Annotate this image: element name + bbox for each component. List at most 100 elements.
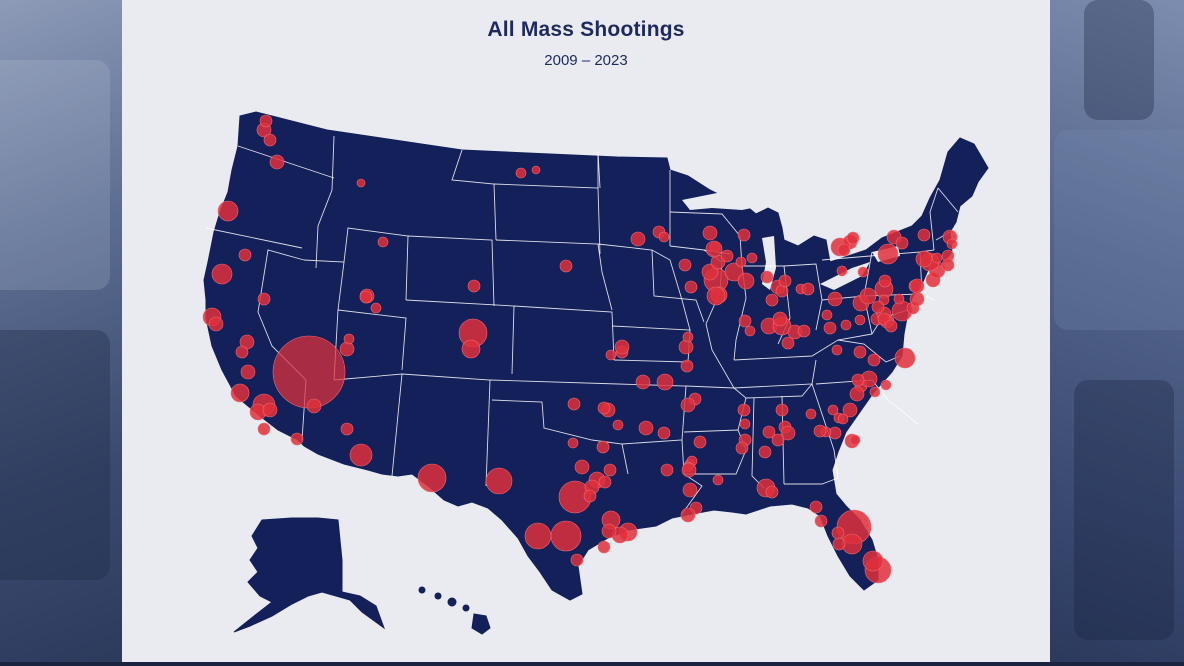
shooting-marker (531, 165, 541, 175)
shooting-marker (893, 293, 905, 305)
shooting-marker (678, 258, 692, 272)
shooting-marker (684, 280, 698, 294)
shooting-marker (738, 314, 752, 328)
shooting-marker (880, 379, 892, 391)
shooting-marker (630, 231, 646, 247)
shooting-marker (712, 474, 724, 486)
shooting-marker (638, 420, 654, 436)
us-land (203, 111, 989, 635)
shooting-marker (306, 398, 322, 414)
shooting-marker (678, 339, 694, 355)
shooting-marker (550, 520, 582, 552)
shooting-marker (597, 540, 611, 554)
shooting-marker (758, 445, 772, 459)
shooting-marker (877, 243, 899, 265)
shooting-marker (240, 364, 256, 380)
shooting-marker (853, 345, 867, 359)
shooting-marker (612, 419, 624, 431)
shooting-marker (854, 314, 866, 326)
shooting-marker (724, 262, 744, 282)
shooting-marker (259, 114, 273, 128)
shooting-marker (340, 422, 354, 436)
shooting-marker (762, 425, 776, 439)
shooting-marker (827, 291, 843, 307)
shooting-marker (894, 347, 916, 369)
shooting-marker (797, 324, 811, 338)
shooting-marker (867, 353, 881, 367)
shooting-marker (485, 467, 513, 495)
shooting-marker (837, 243, 851, 257)
shooting-marker (869, 386, 881, 398)
shooting-marker (760, 270, 774, 284)
shooting-marker (693, 435, 707, 449)
shooting-marker (871, 300, 885, 314)
shooting-marker (827, 404, 839, 416)
shooting-marker (765, 485, 779, 499)
shooting-marker (849, 434, 861, 446)
shooting-marker (878, 274, 892, 288)
contiguous-us (203, 111, 989, 601)
shooting-marker (417, 463, 447, 493)
shooting-marker (359, 290, 373, 304)
shooting-marker (614, 339, 630, 355)
shooting-marker (257, 422, 271, 436)
shooting-marker (857, 266, 869, 278)
shooting-marker (603, 463, 617, 477)
shooting-marker (744, 325, 756, 337)
shooting-marker (656, 373, 674, 391)
background-blur-right (1050, 0, 1184, 666)
shooting-marker (739, 418, 751, 430)
shooting-marker (349, 443, 373, 467)
shooting-marker (272, 335, 346, 409)
shooting-marker (846, 231, 860, 245)
shooting-marker (831, 526, 845, 540)
shooting-marker (765, 293, 779, 307)
shooting-marker (211, 263, 233, 285)
shooting-marker (836, 265, 848, 277)
shooting-marker (814, 514, 828, 528)
map-card: All Mass Shootings 2009 – 2023 (122, 0, 1050, 666)
shooting-marker (559, 259, 573, 273)
shooting-marker (859, 287, 877, 305)
shooting-marker (262, 402, 278, 418)
shooting-marker (823, 321, 837, 335)
shooting-marker (917, 228, 931, 242)
shooting-marker (884, 319, 898, 333)
shooting-marker (370, 302, 382, 314)
shooting-marker (772, 311, 788, 327)
shooting-marker (840, 319, 852, 331)
map-title: All Mass Shootings (487, 18, 685, 41)
bottom-strip (0, 662, 1184, 666)
shooting-marker (339, 341, 355, 357)
us-map (202, 111, 989, 635)
shooting-marker (230, 383, 250, 403)
shooting-marker (931, 252, 943, 264)
shooting-marker (377, 236, 389, 248)
shooting-marker (596, 440, 610, 454)
shooting-marker (567, 397, 581, 411)
shooting-marker (682, 482, 698, 498)
shooting-markers (202, 114, 958, 584)
shooting-marker (263, 133, 277, 147)
shooting-marker (735, 256, 747, 268)
shooting-marker (805, 408, 817, 420)
shooting-marker (737, 272, 755, 290)
shooting-marker (238, 248, 252, 262)
shooting-marker (909, 291, 925, 307)
shooting-marker (809, 500, 823, 514)
shooting-marker (682, 331, 694, 343)
shooting-marker (290, 432, 304, 446)
shooting-marker (574, 459, 590, 475)
shooting-marker (702, 225, 718, 241)
shooting-marker (567, 437, 579, 449)
shooting-marker (849, 386, 865, 402)
shooting-marker (583, 489, 597, 503)
shooting-marker (909, 278, 925, 294)
shooting-marker (515, 167, 527, 179)
shooting-marker (208, 316, 224, 332)
shooting-marker (821, 309, 833, 321)
shooting-marker (851, 373, 865, 387)
shooting-marker (737, 403, 751, 417)
shooting-marker (598, 475, 612, 489)
shooting-marker (735, 441, 749, 455)
